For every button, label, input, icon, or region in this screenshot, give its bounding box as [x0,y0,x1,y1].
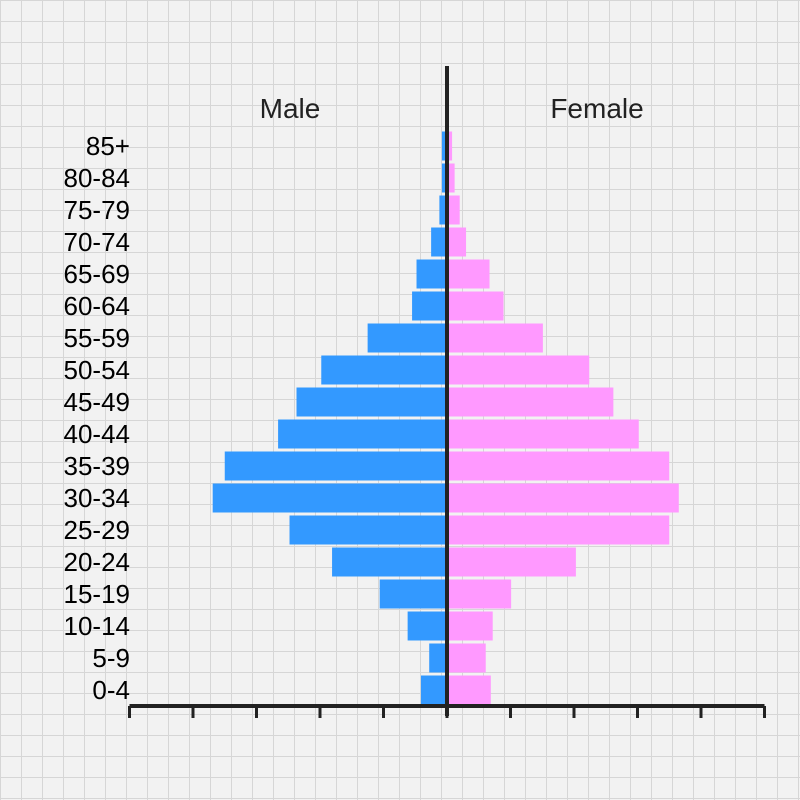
bar-male [420,675,447,705]
bar-male [441,163,447,193]
bar-female [447,195,460,225]
bar-male [296,387,447,417]
bar-female [447,675,491,705]
age-group-label: 15-19 [64,579,131,609]
bar-male [289,515,447,545]
bar-female [447,131,453,161]
age-group-label: 65-69 [64,259,131,289]
age-group-label: 80-84 [64,163,131,193]
age-group-label: 85+ [86,131,130,161]
age-group-label: 35-39 [64,451,131,481]
bar-female [447,483,679,513]
bar-male [431,227,447,257]
bar-female [447,451,670,481]
bar-male [224,451,447,481]
bar-male [407,611,447,641]
legend: Male Female [260,93,644,124]
bar-female [447,259,490,289]
age-group-label: 40-44 [64,419,131,449]
bar-female [447,227,467,257]
bar-male [412,291,447,321]
bar-male [321,355,447,385]
age-group-label: 10-14 [64,611,131,641]
bar-male [278,419,447,449]
bars [212,131,679,705]
age-group-label: 0-4 [92,675,130,705]
age-group-label: 20-24 [64,547,131,577]
age-group-label: 75-79 [64,195,131,225]
age-group-labels: 85+80-8475-7970-7465-6960-6455-5950-5445… [64,131,131,705]
age-group-label: 45-49 [64,387,131,417]
legend-label-male: Male [260,93,321,124]
bar-female [447,355,590,385]
bar-female [447,643,486,673]
age-group-label: 60-64 [64,291,131,321]
bar-male [439,195,447,225]
age-group-label: 70-74 [64,227,131,257]
bar-female [447,291,504,321]
bar-male [416,259,447,289]
bar-male [379,579,447,609]
legend-label-female: Female [550,93,643,124]
age-group-label: 25-29 [64,515,131,545]
bar-female [447,515,670,545]
bar-female [447,579,512,609]
age-group-label: 50-54 [64,355,131,385]
age-group-label: 55-59 [64,323,131,353]
axes [128,66,766,718]
age-group-label: 30-34 [64,483,131,513]
bar-male [429,643,447,673]
bar-male [212,483,447,513]
bar-female [447,163,455,193]
bar-female [447,387,614,417]
bar-female [447,611,493,641]
bar-female [447,323,543,353]
bar-female [447,419,639,449]
bar-male [441,131,447,161]
bar-male [332,547,447,577]
age-group-label: 5-9 [92,643,130,673]
bar-female [447,547,576,577]
bar-male [367,323,447,353]
